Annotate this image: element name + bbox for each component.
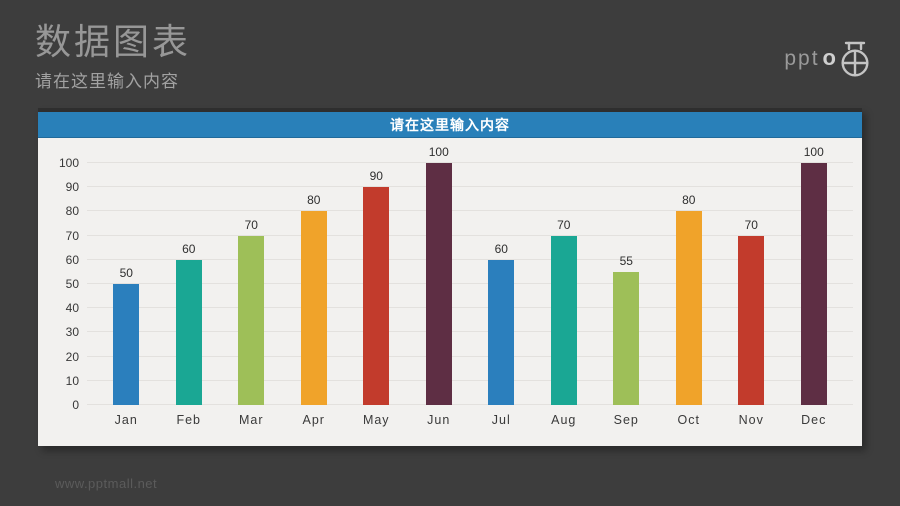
page-subtitle: 请在这里输入内容 (35, 72, 179, 92)
gridline (87, 162, 853, 163)
bar-series: 50 60 70 80 90 100 60 70 55 80 70 100 (95, 145, 845, 405)
gridline (87, 186, 853, 188)
bar-value-label: 50 (119, 266, 133, 280)
bar (488, 259, 515, 405)
y-tick-label: 40 (65, 301, 79, 316)
y-tick-label: 50 (65, 277, 79, 291)
x-tick: Jun (426, 413, 452, 427)
x-tick-label: Jan (114, 413, 138, 427)
logo-o-mark: o (822, 45, 836, 70)
gridline (87, 331, 853, 333)
bar-value-label: 80 (307, 193, 321, 208)
y-tick-label: 10 (65, 373, 79, 388)
bar-slot: 90 (363, 163, 390, 405)
bar (738, 235, 765, 405)
x-tick-label: May (362, 413, 390, 427)
logo-text: ppt (784, 46, 820, 70)
pptmall-logo: ppt o (784, 38, 872, 78)
bar (613, 271, 640, 405)
bar-value-label: 80 (682, 193, 696, 208)
x-tick-label: Mar (238, 413, 264, 427)
bar (550, 235, 577, 405)
x-tick-label: Jun (427, 413, 451, 427)
y-tick-label: 70 (65, 228, 79, 243)
chart-title: 请在这里输入内容 (390, 116, 510, 133)
bar-slot: 60 (488, 163, 515, 405)
bar (425, 163, 452, 405)
y-tick-label: 80 (65, 204, 79, 219)
x-tick-label: Jul (491, 413, 511, 427)
bar (113, 284, 140, 405)
y-tick-label: 90 (65, 180, 79, 195)
x-tick: Jan (113, 413, 139, 427)
watermark: www.pptmall.net (55, 476, 158, 491)
bar-slot: 100 (425, 145, 452, 405)
x-tick-label: Apr (302, 413, 325, 427)
bar-slot: 70 (550, 163, 577, 405)
bar-value-label: 55 (619, 253, 633, 268)
bar-value-label: 70 (244, 217, 258, 232)
gridline (87, 258, 853, 260)
x-tick-label: Aug (551, 413, 577, 427)
y-axis: 0 10 20 30 40 50 60 70 80 90 100 (43, 156, 79, 412)
x-tick-label: Sep (613, 413, 639, 427)
x-axis: Jan Feb Mar Apr May Jun Jul Aug Sep Oct Nov Dec (95, 413, 845, 427)
bar-slot: 60 (175, 163, 202, 405)
x-tick-label: Feb (176, 413, 202, 427)
page-title: 数据图表 (35, 21, 192, 62)
x-tick: Apr (301, 413, 327, 427)
bar (300, 211, 327, 405)
x-tick: Mar (238, 413, 264, 427)
gridline (87, 210, 853, 212)
bar-value-label: 70 (557, 217, 571, 232)
title-block: 数据图表 请在这里输入内容 (35, 20, 191, 92)
y-tick-label: 0 (72, 398, 79, 412)
y-tick-label: 20 (65, 349, 79, 364)
bar-slot: 80 (675, 163, 702, 405)
x-tick: Jul (488, 413, 514, 427)
x-tick: May (363, 413, 389, 427)
bar-slot: 70 (238, 163, 265, 405)
stopwatch-icon (841, 41, 869, 77)
chart-title-bar: 请在这里输入内容 (38, 112, 862, 138)
bar (363, 187, 390, 405)
x-tick-label: Nov (738, 413, 764, 427)
bar-value-label: 100 (428, 145, 449, 159)
bar-slot: 80 (300, 163, 327, 405)
gridline (87, 307, 853, 309)
gridline (87, 355, 853, 357)
gridline (87, 379, 853, 381)
gridline (87, 404, 853, 405)
plot-area: 0 10 20 30 40 50 60 70 80 90 100 50 60 70 80 90 100 60 70… (59, 145, 853, 427)
bar (175, 259, 202, 405)
bar-slot: 70 (738, 163, 765, 405)
bar-value-label: 60 (494, 241, 508, 256)
gridline (87, 283, 853, 284)
gridline (87, 234, 853, 236)
bar-value-label: 70 (744, 217, 758, 232)
y-tick-label: 60 (65, 252, 79, 267)
x-tick-label: Dec (801, 413, 827, 427)
chart-area: 0 10 20 30 40 50 60 70 80 90 100 50 60 70 80 90 100 60 70… (38, 138, 862, 446)
bar (238, 235, 265, 405)
y-tick-label: 100 (58, 156, 79, 170)
x-tick-label: Oct (677, 413, 700, 427)
x-tick: Nov (738, 413, 764, 427)
bar (800, 163, 827, 405)
bar-slot: 100 (800, 145, 827, 405)
bar-slot: 50 (113, 163, 140, 405)
bar-value-label: 90 (369, 169, 383, 184)
x-tick: Oct (676, 413, 702, 427)
x-tick: Dec (801, 413, 827, 427)
bar-value-label: 100 (803, 145, 824, 159)
bar-value-label: 60 (182, 241, 196, 256)
x-tick: Feb (176, 413, 202, 427)
bar-slot: 55 (613, 163, 640, 405)
y-tick-label: 30 (65, 325, 79, 340)
bar (675, 211, 702, 405)
x-tick: Sep (613, 413, 639, 427)
x-tick: Aug (551, 413, 577, 427)
chart-panel: 请在这里输入内容 0 10 20 30 40 50 60 70 80 90 100 50 60 70 80… (38, 108, 862, 446)
